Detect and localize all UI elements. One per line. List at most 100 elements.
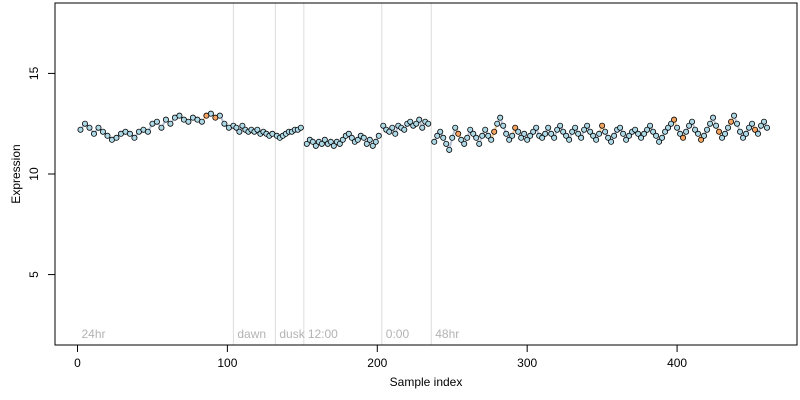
data-point	[761, 118, 768, 125]
data-point	[407, 118, 414, 125]
data-point	[557, 122, 564, 129]
data-point	[236, 128, 243, 135]
data-point	[608, 138, 615, 145]
data-point	[563, 132, 570, 139]
y-tick-label: 5	[27, 271, 41, 278]
data-point	[728, 118, 735, 125]
data-point	[126, 130, 133, 137]
data-point	[674, 124, 681, 131]
data-point	[521, 130, 528, 137]
data-point	[704, 126, 711, 133]
data-point	[542, 130, 549, 137]
data-point	[446, 146, 453, 153]
data-point	[722, 130, 729, 137]
x-axis: 0 100 200 300 400	[74, 344, 687, 370]
data-point	[425, 120, 432, 127]
data-point	[566, 136, 573, 143]
data-point	[185, 118, 192, 125]
data-point	[743, 130, 750, 137]
data-point	[599, 122, 606, 129]
data-point	[656, 138, 663, 145]
data-point	[554, 126, 561, 133]
section-label: 24hr	[81, 327, 105, 341]
y-tick-label: 15	[27, 66, 41, 80]
data-point	[90, 130, 97, 137]
data-point	[623, 136, 630, 143]
data-point	[485, 132, 492, 139]
section-label: dusk	[279, 327, 305, 341]
y-tick-label: 10	[27, 167, 41, 181]
data-point	[632, 126, 639, 133]
data-point	[380, 122, 387, 129]
data-point	[233, 124, 240, 131]
data-point	[162, 116, 169, 123]
data-point	[434, 132, 441, 139]
data-point	[713, 122, 720, 129]
data-point	[239, 122, 246, 129]
data-point	[491, 128, 498, 135]
data-point	[755, 130, 762, 137]
data-point	[581, 126, 588, 133]
data-point	[207, 110, 214, 117]
data-point	[221, 120, 228, 127]
data-point	[216, 112, 223, 119]
x-tick-label: 300	[517, 356, 537, 370]
data-point	[497, 114, 504, 121]
data-point	[503, 130, 510, 137]
data-point	[692, 126, 699, 133]
data-point	[95, 124, 102, 131]
data-point	[167, 120, 174, 127]
data-point	[737, 128, 744, 135]
data-point	[740, 134, 747, 141]
data-point	[336, 140, 343, 147]
section-label: dawn	[237, 327, 266, 341]
data-point	[416, 116, 423, 123]
data-point	[560, 128, 567, 135]
data-point	[515, 128, 522, 135]
data-point	[312, 142, 319, 149]
data-point	[719, 134, 726, 141]
data-point	[596, 130, 603, 137]
data-point	[366, 136, 373, 143]
data-point	[473, 134, 480, 141]
data-point	[443, 140, 450, 147]
data-point	[158, 124, 165, 131]
data-point	[689, 118, 696, 125]
data-point	[584, 122, 591, 129]
data-point	[578, 134, 585, 141]
data-point	[605, 134, 612, 141]
data-point	[321, 136, 328, 143]
data-point	[671, 116, 678, 123]
data-point	[318, 140, 325, 147]
data-point	[81, 120, 88, 127]
data-point	[701, 132, 708, 139]
data-point	[707, 120, 714, 127]
data-point	[533, 124, 540, 131]
data-point	[527, 132, 534, 139]
data-point	[590, 132, 597, 139]
data-point	[644, 126, 651, 133]
data-point	[686, 122, 693, 129]
data-point	[731, 112, 738, 119]
data-point	[467, 126, 474, 133]
data-point	[354, 136, 361, 143]
x-tick-label: 200	[367, 356, 387, 370]
data-point	[617, 124, 624, 131]
data-point	[476, 140, 483, 147]
data-point	[683, 128, 690, 135]
data-point	[86, 124, 93, 131]
data-point	[665, 124, 672, 131]
data-point	[734, 120, 741, 127]
data-point	[641, 130, 648, 137]
data-point	[662, 128, 669, 135]
data-point	[401, 126, 408, 133]
data-point	[458, 136, 465, 143]
data-point	[659, 134, 666, 141]
data-point	[392, 130, 399, 137]
data-point	[104, 132, 111, 139]
data-point	[389, 124, 396, 131]
data-point	[575, 130, 582, 137]
data-point	[650, 128, 657, 135]
data-point	[113, 134, 120, 141]
